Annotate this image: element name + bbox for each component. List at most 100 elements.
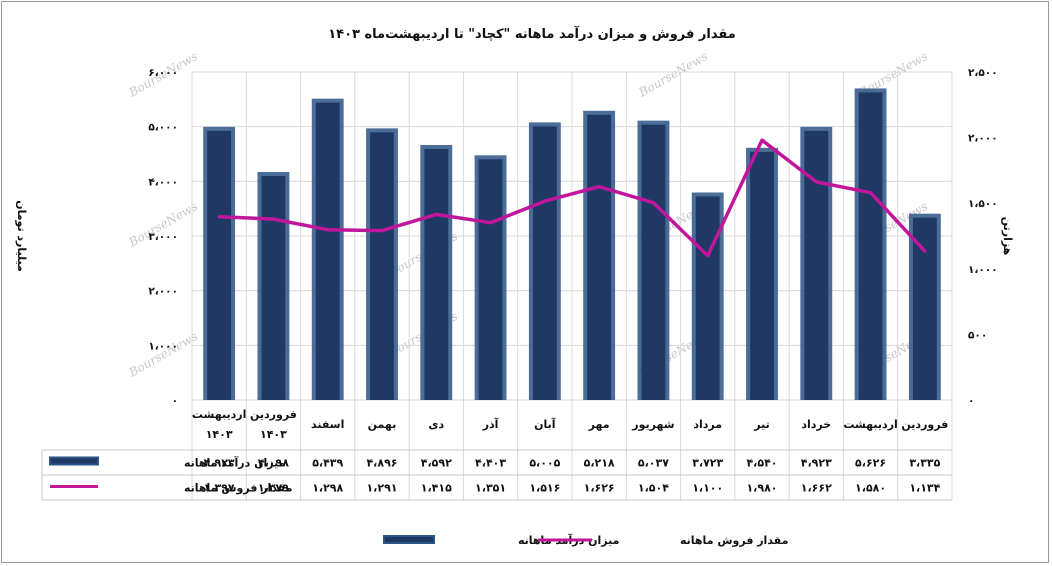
line-point (706, 254, 710, 258)
table-cell: ۱،۳۹۷ (204, 482, 235, 495)
category-label: مهر (588, 418, 610, 431)
table-cell: ۴،۸۹۶ (366, 457, 397, 470)
y-tick-label: ۰ (172, 395, 178, 407)
category-label: اسفند (311, 418, 344, 431)
y2-tick-label: ۰ (968, 395, 974, 407)
table-cell: ۵،۲۱۸ (584, 457, 615, 470)
table-cell: ۴،۹۲۳ (801, 457, 832, 470)
line-point (760, 138, 764, 142)
category-label: اردیبهشت (843, 418, 897, 431)
data-table: ۳،۳۳۵ ۵،۶۲۶ ۴،۹۲۳ ۴،۵۴۰ ۳،۷۲۳ ۵،۰۳۷ ۵،۲۱۸ ۵،۰۰۵… (49, 456, 941, 495)
bar (478, 159, 503, 400)
table-cell: ۱،۱۳۴ (909, 482, 940, 495)
category-label: ۱۴۰۳ (260, 428, 287, 441)
bar (315, 102, 340, 400)
table-cell: ۱،۳۵۱ (475, 482, 506, 495)
table-cell: ۳،۷۲۳ (692, 457, 723, 470)
category-label: بهمن (368, 418, 397, 431)
table-cell: ۵،۴۳۹ (312, 457, 343, 470)
table-row-label: میزان درآمد ماهانه (184, 456, 285, 470)
y-tick-label: ۴،۰۰۰ (148, 176, 178, 188)
legend-label-sales: مقدار فروش ماهانه (680, 534, 788, 547)
line-point (434, 212, 438, 216)
line-series (217, 138, 927, 258)
sales-line (219, 138, 927, 258)
line-point (326, 228, 330, 232)
table-cell: ۵،۰۰۵ (529, 457, 560, 470)
chart-title: مقدار فروش و میزان درآمد ماهانه "کچاد" ت… (328, 25, 736, 42)
line-point (271, 217, 275, 221)
table-cell: ۱،۶۶۲ (801, 482, 832, 495)
y-tick-label: ۱،۰۰۰ (148, 340, 178, 352)
y-axis-left: ۰ ۱،۰۰۰ ۲،۰۰۰ ۳،۰۰۰ ۴،۰۰۰ ۵،۰۰۰ ۶،۰۰۰ (148, 67, 178, 407)
y2-tick-label: ۵۰۰ (968, 329, 987, 341)
bar (207, 130, 232, 400)
table-cell: ۱،۳۷۹ (258, 482, 289, 495)
table-cell: ۴،۵۴۰ (746, 457, 777, 470)
table-cell: ۵،۰۳۷ (638, 457, 669, 470)
category-label: آذر (482, 417, 499, 431)
watermark-text: BourseNews (126, 329, 200, 380)
bar-series: فروردین اردیبهشت خرداد تیر مرداد شهریور مهر آبا… (192, 88, 948, 441)
table-cell: ۵،۶۲۶ (855, 457, 886, 470)
y-tick-label: ۳،۰۰۰ (148, 231, 178, 243)
category-label: فروردین (250, 408, 297, 421)
legend-key-bar (383, 535, 435, 544)
bar (424, 148, 449, 400)
table-cell: ۴،۵۹۲ (421, 457, 452, 470)
watermark-text: BourseNews (636, 49, 710, 100)
category-label: خرداد (801, 418, 831, 431)
table-cell: ۱،۶۲۶ (584, 482, 615, 495)
line-point (217, 215, 221, 219)
bar (912, 217, 937, 400)
category-label: مرداد (693, 418, 722, 431)
category-label: شهریور (631, 418, 674, 431)
table-cell: ۱،۵۸۰ (855, 482, 886, 495)
category-label: اردیبهشت (192, 408, 246, 421)
line-point (380, 229, 384, 233)
line-point (651, 201, 655, 205)
table-cell: ۴،۴۰۳ (475, 457, 506, 470)
y2-tick-label: ۱،۰۰۰ (968, 264, 998, 276)
line-point (814, 180, 818, 184)
y2-tick-label: ۱،۵۰۰ (968, 198, 998, 210)
y2-tick-label: ۲،۵۰۰ (968, 67, 998, 79)
table-cell: ۳،۳۳۵ (909, 457, 940, 470)
y-axis-left-label: میلیارد تومان (15, 200, 28, 272)
bar (750, 151, 774, 400)
category-label: آبان (534, 417, 556, 431)
table-row-label: مقدار فروش ماهانه (184, 482, 292, 495)
table-cell: ۱،۹۸۰ (746, 482, 777, 495)
bar (641, 124, 666, 401)
y-axis-right-label: هزارتن (1001, 217, 1014, 256)
category-label: فروردین (901, 418, 948, 431)
table-cell: ۱،۴۱۵ (421, 482, 452, 495)
table-cell: ۱،۱۰۰ (692, 482, 723, 495)
bar (261, 175, 286, 400)
bar (532, 126, 557, 400)
table-key-bar (49, 456, 99, 466)
table-cell: ۴،۰۹۸ (258, 457, 289, 470)
line-point (923, 249, 927, 253)
table-cell: ۱،۵۰۴ (638, 482, 669, 495)
table-cell: ۱،۲۹۸ (312, 482, 343, 495)
line-point (489, 221, 493, 225)
y-axis-right: ۰ ۵۰۰ ۱،۰۰۰ ۱،۵۰۰ ۲،۰۰۰ ۲،۵۰۰ (968, 67, 998, 407)
y-tick-label: ۶،۰۰۰ (148, 67, 178, 79)
line-point (869, 191, 873, 195)
bar (695, 196, 720, 400)
bar (858, 92, 883, 400)
bar (370, 132, 394, 401)
category-label: تیر (753, 418, 769, 431)
bar (587, 114, 612, 401)
line-point (543, 199, 547, 203)
category-label: دی (428, 418, 444, 431)
table-cell: ۱،۵۱۶ (529, 482, 560, 495)
line-point (597, 185, 601, 189)
y-tick-label: ۲،۰۰۰ (148, 286, 178, 298)
y-tick-label: ۵،۰۰۰ (148, 122, 178, 134)
table-cell: ۱،۲۹۱ (366, 482, 397, 495)
